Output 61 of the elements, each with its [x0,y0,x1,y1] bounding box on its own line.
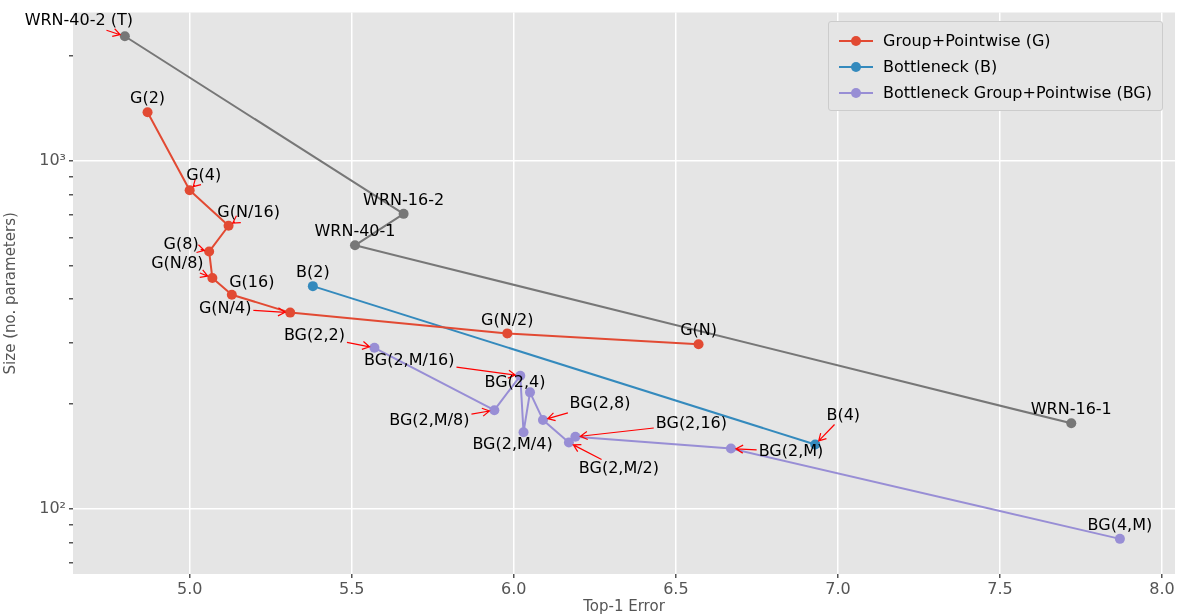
point [1066,418,1077,429]
annotation: BG(2,M) [758,440,824,460]
y-tick-label: 10² [39,498,66,517]
legend-label: Bottleneck (B) [883,57,998,77]
y-axis-title: Size (no. parameters) [0,212,19,375]
annotation: WRN-40-2 (T) [24,10,134,30]
annotation: BG(2,4) [484,371,546,391]
x-tick-label: 5.0 [176,578,203,598]
legend-label: Group+Pointwise (G) [883,31,1051,51]
point [518,427,529,438]
point [223,220,234,231]
annotation: BG(2,M/16) [364,349,455,369]
annotation: WRN-40-1 [314,221,396,241]
annotation: BG(2,16) [655,412,727,432]
annotation: B(4) [826,404,861,424]
x-tick-label: 7.0 [825,578,851,598]
point [226,289,237,300]
x-axis-title: Top-1 Error [582,596,666,615]
annotation: BG(2,2) [283,324,345,344]
annotation: G(N/16) [217,201,280,221]
annotation: G(N) [680,320,717,340]
x-tick-label: 5.5 [339,578,365,598]
annotation: B(2) [296,262,330,282]
x-tick-label: 7.5 [987,578,1013,598]
annotation: BG(2,M/4) [472,434,553,454]
annotation: BG(2,M/2) [578,457,660,477]
point [204,246,215,257]
point [119,31,130,42]
annotation: WRN-16-1 [1030,399,1112,419]
annotation: G(2) [130,88,166,108]
point [570,431,581,442]
point [489,405,500,416]
annotation: G(8) [163,233,199,253]
y-tick-label: 10³ [39,149,66,169]
annotation: G(N/4) [198,297,252,317]
point [693,339,704,350]
point [725,443,736,454]
x-tick-label: 6.0 [501,578,527,598]
point [537,414,548,425]
point [563,437,574,448]
point [142,107,153,118]
point [349,240,360,251]
point [502,328,513,339]
point [184,185,195,196]
annotation: WRN-16-2 [363,190,445,210]
annotation: BG(2,8) [569,393,631,413]
x-tick-label: 8.0 [1149,578,1175,598]
legend-label: Bottleneck Group+Pointwise (BG) [883,83,1152,103]
annotation: BG(2,M/8) [389,410,470,430]
point [307,281,318,292]
annotation: BG(4,M) [1087,515,1153,535]
point [207,273,218,284]
annotation: G(N/2) [481,309,534,329]
annotation: G(N/8) [151,253,204,273]
point [398,208,409,219]
point [369,342,380,353]
annotation: G(16) [229,271,275,291]
annotation: G(4) [186,165,222,185]
x-tick-label: 6.5 [663,578,689,598]
point [1114,533,1125,544]
point [285,307,296,318]
